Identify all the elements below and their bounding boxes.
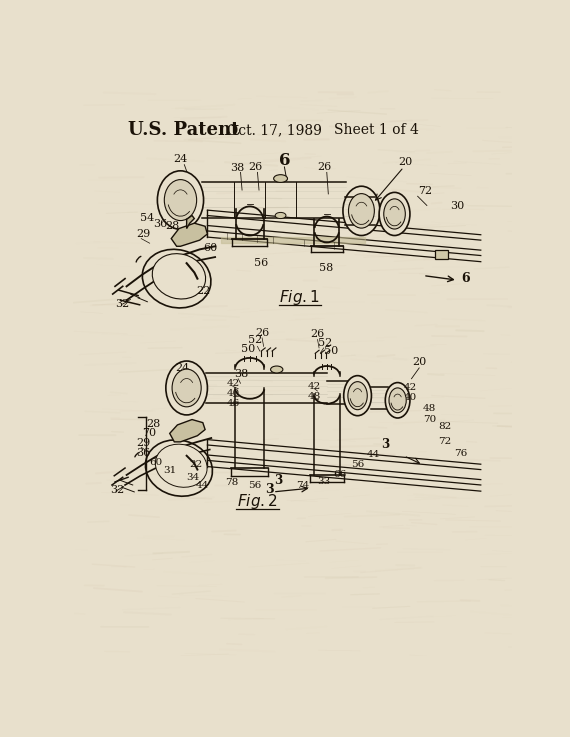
Text: 20: 20 (398, 157, 413, 167)
FancyBboxPatch shape (434, 250, 449, 259)
Text: 54: 54 (140, 213, 154, 223)
Text: 42: 42 (227, 380, 240, 388)
Text: 50: 50 (324, 346, 339, 356)
Text: 24: 24 (175, 363, 189, 373)
Text: 22: 22 (190, 461, 203, 469)
Text: 3: 3 (274, 474, 283, 487)
Text: 30: 30 (450, 201, 464, 212)
Text: 42: 42 (404, 383, 417, 392)
Text: 70: 70 (142, 428, 156, 439)
Text: 50: 50 (241, 343, 255, 354)
Text: 36: 36 (153, 219, 168, 229)
Polygon shape (186, 215, 194, 228)
Text: 44: 44 (196, 481, 209, 490)
Text: 46: 46 (227, 399, 240, 408)
Text: 52: 52 (248, 335, 262, 346)
Ellipse shape (348, 194, 374, 228)
Text: 56: 56 (254, 257, 268, 268)
Text: 26: 26 (255, 328, 269, 338)
Text: 58: 58 (319, 263, 333, 273)
Ellipse shape (152, 254, 206, 299)
Text: 56: 56 (249, 481, 262, 490)
Text: 3: 3 (381, 438, 389, 451)
Text: Sheet 1 of 4: Sheet 1 of 4 (335, 123, 420, 137)
Text: 70: 70 (423, 415, 436, 424)
Text: 66: 66 (333, 469, 346, 478)
Text: 60: 60 (203, 243, 218, 253)
Text: 6: 6 (279, 152, 290, 169)
Text: 28: 28 (146, 419, 160, 429)
Text: $\mathit{Fig.1}$: $\mathit{Fig.1}$ (279, 287, 320, 307)
Text: 28: 28 (165, 220, 180, 231)
Text: 36: 36 (137, 448, 151, 458)
Ellipse shape (348, 382, 367, 410)
Text: 26: 26 (317, 162, 332, 172)
Ellipse shape (271, 366, 283, 373)
Text: 48: 48 (423, 404, 436, 413)
Text: 38: 38 (230, 163, 245, 173)
Text: 31: 31 (164, 466, 177, 475)
Ellipse shape (389, 388, 406, 413)
Text: 44: 44 (367, 450, 380, 459)
Text: 52: 52 (318, 338, 332, 348)
Ellipse shape (157, 171, 203, 229)
Text: 26: 26 (311, 329, 325, 339)
Polygon shape (171, 223, 207, 246)
Text: 29: 29 (136, 229, 150, 239)
Text: 56: 56 (352, 461, 365, 469)
Ellipse shape (384, 199, 405, 229)
Text: 48: 48 (308, 392, 321, 401)
Text: 34: 34 (186, 473, 200, 483)
Text: 32: 32 (115, 299, 129, 309)
Text: 20: 20 (412, 357, 426, 367)
Ellipse shape (166, 361, 207, 415)
Text: 72: 72 (438, 437, 451, 446)
Text: U.S. Patent: U.S. Patent (128, 121, 239, 139)
Text: Oct. 17, 1989: Oct. 17, 1989 (227, 123, 321, 137)
Text: 78: 78 (225, 478, 238, 487)
Text: 60: 60 (150, 458, 163, 467)
Ellipse shape (379, 192, 410, 236)
Text: 40: 40 (404, 394, 417, 402)
Text: 22: 22 (196, 286, 210, 296)
Text: 72: 72 (418, 186, 431, 196)
Ellipse shape (275, 212, 286, 219)
Ellipse shape (156, 444, 207, 487)
Ellipse shape (164, 180, 197, 220)
Ellipse shape (385, 383, 410, 418)
Text: 6: 6 (462, 272, 470, 284)
Text: 26: 26 (248, 162, 262, 172)
Text: 38: 38 (234, 369, 249, 380)
Ellipse shape (343, 186, 380, 236)
Polygon shape (170, 419, 205, 442)
Text: 29: 29 (136, 438, 150, 447)
Text: 3: 3 (264, 483, 274, 497)
Text: 74: 74 (296, 481, 310, 490)
Text: 33: 33 (317, 478, 331, 486)
Ellipse shape (172, 369, 201, 407)
Text: 76: 76 (454, 449, 467, 458)
Text: 32: 32 (109, 485, 124, 495)
Ellipse shape (344, 376, 372, 416)
Text: 24: 24 (173, 153, 188, 164)
Ellipse shape (274, 175, 287, 182)
Text: 42: 42 (308, 382, 321, 391)
Text: $\mathit{Fig.2}$: $\mathit{Fig.2}$ (237, 492, 278, 511)
Text: 40: 40 (227, 388, 240, 398)
Text: 82: 82 (438, 422, 451, 431)
